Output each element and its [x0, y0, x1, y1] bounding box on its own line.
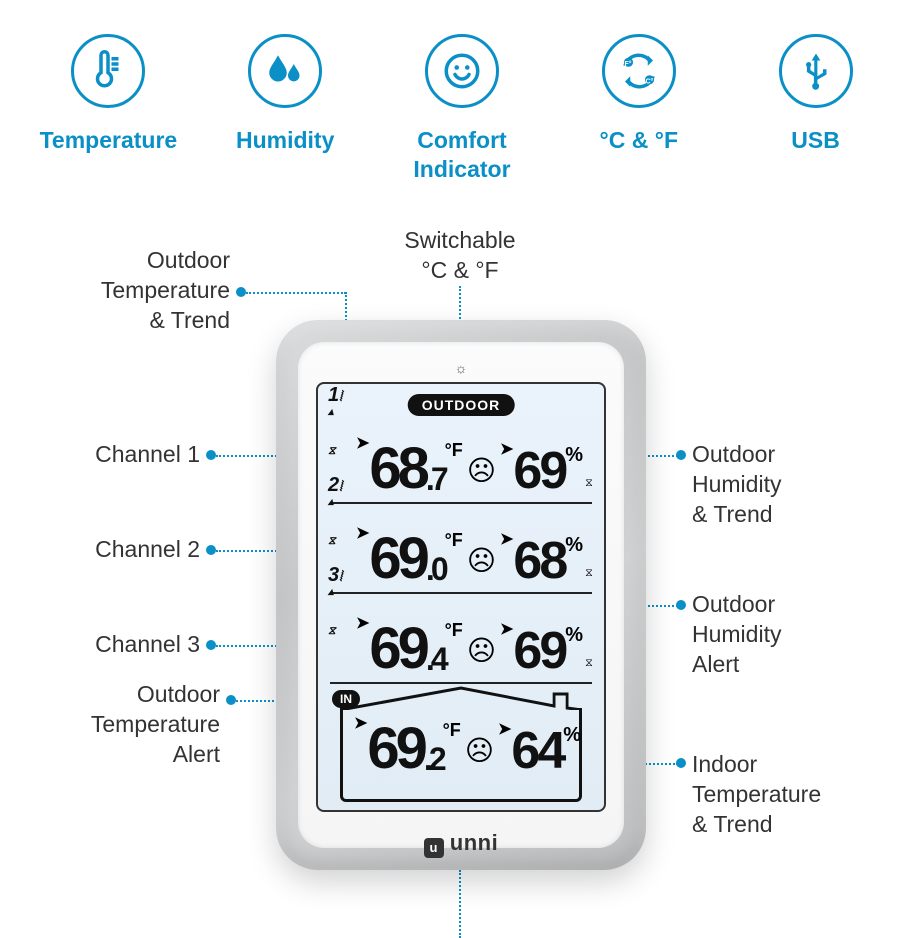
channel-indicator: 3⦚▴⧖	[328, 564, 356, 637]
outdoor-badge: OUTDOOR	[408, 394, 515, 416]
callout-outdoor-hum-trend: Outdoor Humidity & Trend	[692, 440, 892, 530]
backlight-icon: ☼	[316, 360, 606, 376]
humidity-value: 69	[513, 449, 565, 493]
feature-label: °C & °F	[600, 126, 678, 155]
callout-outdoor-temp-alert: Outdoor Temperature Alert	[30, 680, 220, 770]
signal-icon: ⦚	[339, 388, 342, 404]
temp-unit: °F	[445, 620, 463, 641]
device: ☼ OUTDOOR 1⦚▴⧖ ➤ 68 .7 °F ☹ ➤ 69 % ⧖	[276, 320, 646, 870]
comfort-face-icon: ☹	[467, 544, 496, 577]
reading-row-3: 3⦚▴⧖ ➤ 69 .4 °F ☹ ➤ 69 % ⧖	[328, 600, 594, 673]
temp-value: 69	[369, 624, 426, 673]
feature-usb: USB	[731, 34, 901, 184]
humidity-value: 68	[513, 539, 565, 583]
callout-switchable: Switchable °C & °F	[370, 226, 550, 286]
screen-divider	[330, 682, 592, 684]
temp-decimal: .4	[426, 646, 445, 673]
brand-logo-icon: u	[424, 838, 444, 858]
feature-comfort: Comfort Indicator	[377, 34, 547, 184]
humidity-value: 64	[511, 729, 563, 773]
feature-temperature: Temperature	[23, 34, 193, 184]
feature-label: Humidity	[236, 126, 334, 155]
feature-icons-row: Temperature Humidity Comfort Indicator °…	[0, 0, 924, 184]
signal-icon: ⦚	[339, 478, 342, 494]
usb-icon	[779, 34, 853, 108]
house-roof-icon	[340, 686, 582, 710]
callout-dot	[226, 695, 236, 705]
feature-units: °C & °F	[554, 34, 724, 184]
screen-divider	[330, 502, 592, 504]
callout-leader	[236, 700, 278, 702]
comfort-face-icon: ☹	[467, 454, 496, 487]
comfort-face-icon: ☹	[467, 634, 496, 667]
temp-unit: °F	[443, 720, 461, 741]
callout-dot	[206, 640, 216, 650]
humidity-unit: %	[565, 444, 583, 467]
callout-channel-3: Channel 3	[60, 630, 200, 660]
lcd-screen: OUTDOOR 1⦚▴⧖ ➤ 68 .7 °F ☹ ➤ 69 % ⧖	[316, 382, 606, 812]
humidity-value: 69	[513, 629, 565, 673]
temp-value: 69	[367, 724, 424, 773]
reading-row-indoor: ➤ 69 .2 °F ☹ ➤ 64 %	[354, 724, 594, 773]
reading-row-1: 1⦚▴⧖ ➤ 68 .7 °F ☹ ➤ 69 % ⧖	[328, 420, 594, 493]
temp-unit: °F	[445, 530, 463, 551]
temp-decimal: .7	[426, 466, 445, 493]
smile-icon	[425, 34, 499, 108]
temp-decimal: .0	[426, 556, 445, 583]
callout-channel-2: Channel 2	[60, 535, 200, 565]
comfort-face-icon: ☹	[465, 734, 494, 767]
thermometer-icon	[71, 34, 145, 108]
humidity-unit: %	[563, 724, 581, 747]
signal-icon: ⦚	[339, 568, 342, 584]
temp-unit: °F	[445, 440, 463, 461]
reading-row-2: 2⦚▴⧖ ➤ 69 .0 °F ☹ ➤ 68 % ⧖	[328, 510, 594, 583]
device-outer-shell: ☼ OUTDOOR 1⦚▴⧖ ➤ 68 .7 °F ☹ ➤ 69 % ⧖	[276, 320, 646, 870]
temp-decimal: .2	[424, 746, 443, 773]
feature-label: Temperature	[40, 126, 178, 155]
temp-value: 69	[369, 534, 426, 583]
humidity-unit: %	[565, 624, 583, 647]
droplet-icon	[248, 34, 322, 108]
callout-outdoor-temp-trend: Outdoor Temperature & Trend	[40, 246, 230, 336]
callout-dot	[236, 287, 246, 297]
temp-value: 68	[369, 444, 426, 493]
device-brand: uunni	[316, 830, 606, 858]
feature-label: Comfort Indicator	[413, 126, 510, 184]
feature-label: USB	[791, 126, 840, 155]
callout-indoor-temp-trend: Indoor Temperature & Trend	[692, 750, 902, 840]
swap-units-icon	[602, 34, 676, 108]
feature-humidity: Humidity	[200, 34, 370, 184]
callout-outdoor-hum-alert: Outdoor Humidity Alert	[692, 590, 892, 680]
channel-indicator: 2⦚▴⧖	[328, 474, 356, 547]
callout-dot	[206, 545, 216, 555]
callout-channel-1: Channel 1	[60, 440, 200, 470]
channel-indicator: 1⦚▴⧖	[328, 384, 356, 457]
humidity-unit: %	[565, 534, 583, 557]
screen-divider	[330, 592, 592, 594]
callout-leader	[246, 292, 346, 294]
device-inner-shell: ☼ OUTDOOR 1⦚▴⧖ ➤ 68 .7 °F ☹ ➤ 69 % ⧖	[298, 342, 624, 848]
callout-leader	[459, 870, 461, 938]
callout-dot	[206, 450, 216, 460]
